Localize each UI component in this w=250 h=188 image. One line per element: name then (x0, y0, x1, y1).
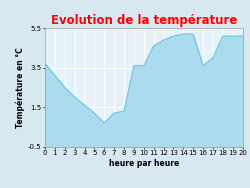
Title: Evolution de la température: Evolution de la température (50, 14, 237, 27)
Y-axis label: Température en °C: Température en °C (16, 47, 25, 128)
X-axis label: heure par heure: heure par heure (108, 159, 179, 168)
